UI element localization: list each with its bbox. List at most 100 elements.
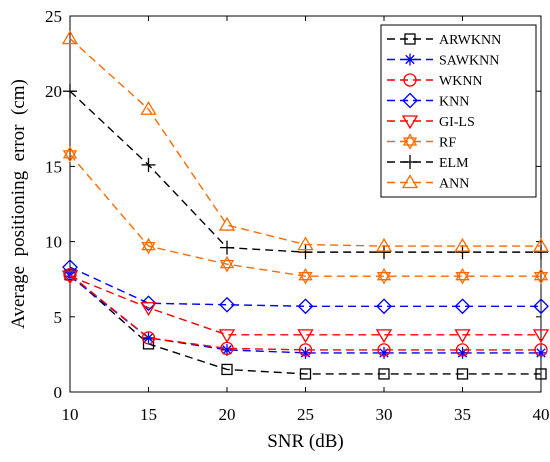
data-point-knn bbox=[219, 296, 235, 313]
legend-marker bbox=[402, 92, 418, 109]
data-point-rf bbox=[455, 267, 470, 285]
series-rf bbox=[62, 146, 549, 285]
data-point-knn bbox=[297, 298, 314, 315]
data-point-arwknn bbox=[535, 368, 547, 380]
series-line-ann bbox=[69, 38, 541, 247]
series-line-arwknn bbox=[69, 274, 541, 375]
series-layer bbox=[61, 30, 550, 380]
series-knn bbox=[62, 259, 549, 315]
x-axis-label: SNR (dB) bbox=[267, 431, 344, 452]
axis-ticks: 10 15 20 25 30 35 40 0 5 10 15 20 25 bbox=[45, 7, 550, 424]
series-gi-ls bbox=[61, 270, 550, 344]
legend-entry-sawknn: SAWKNN bbox=[387, 53, 499, 69]
legend-entry-gi-ls: GI-LS bbox=[387, 115, 475, 130]
legend-label: KNN bbox=[439, 95, 469, 110]
y-axis-label: Average positioning error (cm) bbox=[8, 79, 29, 329]
data-point-sawknn bbox=[535, 346, 547, 359]
data-point-elm bbox=[141, 157, 156, 172]
x-tick-label: 35 bbox=[454, 405, 471, 424]
data-point-wknn bbox=[63, 268, 77, 282]
data-point-knn bbox=[376, 298, 392, 315]
data-point-rf bbox=[376, 267, 392, 285]
legend-label: ARWKNN bbox=[439, 33, 501, 48]
legend-label: ANN bbox=[439, 177, 469, 192]
legend-marker bbox=[403, 155, 417, 169]
data-point-knn bbox=[140, 295, 157, 312]
series-elm bbox=[63, 84, 548, 260]
data-point-rf bbox=[62, 146, 78, 163]
y-tick-label: 0 bbox=[54, 383, 63, 402]
series-line-wknn bbox=[69, 274, 541, 351]
data-point-rf bbox=[141, 237, 156, 255]
legend-label: RF bbox=[439, 136, 456, 151]
data-point-arwknn bbox=[378, 368, 390, 380]
x-tick-label: 15 bbox=[140, 405, 157, 424]
data-point-ann bbox=[454, 237, 471, 252]
series-line-rf bbox=[69, 153, 541, 277]
legend-label: WKNN bbox=[439, 74, 483, 89]
data-point-ann bbox=[140, 100, 157, 115]
data-point-gi-ls bbox=[61, 270, 79, 285]
data-point-sawknn bbox=[221, 343, 233, 356]
data-point-gi-ls bbox=[218, 329, 236, 344]
x-tick-label: 10 bbox=[62, 405, 79, 424]
data-point-rf bbox=[219, 255, 235, 273]
y-tick-label: 10 bbox=[45, 233, 62, 252]
legend-label: SAWKNN bbox=[439, 54, 499, 69]
legend-label: ELM bbox=[439, 156, 469, 171]
legend-marker bbox=[401, 174, 419, 189]
data-point-sawknn bbox=[378, 346, 390, 359]
y-tick-label: 25 bbox=[45, 7, 62, 26]
series-ann bbox=[61, 30, 550, 252]
data-point-ann bbox=[297, 236, 314, 251]
data-point-rf bbox=[298, 267, 313, 285]
legend-box bbox=[380, 24, 537, 198]
data-point-elm bbox=[534, 245, 548, 260]
data-point-knn bbox=[454, 298, 471, 315]
data-point-wknn bbox=[377, 343, 391, 357]
legend-marker bbox=[402, 133, 418, 150]
data-point-gi-ls bbox=[140, 302, 157, 317]
data-point-elm bbox=[298, 245, 313, 260]
data-point-sawknn bbox=[456, 346, 469, 359]
data-point-wknn bbox=[298, 343, 313, 357]
data-point-elm bbox=[455, 245, 470, 260]
data-point-wknn bbox=[141, 331, 156, 345]
data-point-gi-ls bbox=[375, 329, 393, 344]
x-tick-label: 20 bbox=[219, 405, 236, 424]
legend-entry-wknn: WKNN bbox=[387, 73, 483, 89]
data-point-ann bbox=[61, 30, 79, 45]
legend-marker bbox=[404, 53, 416, 66]
legend-marker bbox=[403, 73, 417, 87]
x-tick-label: 30 bbox=[376, 405, 393, 424]
data-point-knn bbox=[62, 259, 78, 276]
data-point-knn bbox=[533, 298, 549, 315]
data-point-rf bbox=[533, 267, 549, 285]
legend: ARWKNN SAWKNN WKNN KNN GI-LS RF ELM ANN bbox=[380, 24, 537, 198]
data-point-ann bbox=[218, 216, 236, 231]
data-point-ann bbox=[375, 237, 393, 252]
data-point-sawknn bbox=[299, 346, 312, 359]
data-point-wknn bbox=[534, 343, 548, 357]
data-point-ann bbox=[532, 237, 550, 252]
x-tick-label: 25 bbox=[297, 405, 314, 424]
legend-entry-arwknn: ARWKNN bbox=[387, 33, 501, 48]
data-point-arwknn bbox=[299, 368, 312, 380]
legend-marker bbox=[401, 115, 419, 130]
data-point-gi-ls bbox=[454, 329, 471, 344]
x-tick-label: 40 bbox=[533, 405, 550, 424]
legend-label: GI-LS bbox=[439, 115, 475, 130]
series-line-gi-ls bbox=[69, 275, 541, 336]
legend-entry-rf: RF bbox=[387, 133, 456, 151]
data-point-gi-ls bbox=[532, 329, 550, 344]
legend-entry-ann: ANN bbox=[387, 174, 469, 192]
data-point-elm bbox=[377, 245, 391, 260]
data-point-arwknn bbox=[456, 368, 469, 380]
data-point-elm bbox=[220, 240, 234, 255]
series-arwknn bbox=[64, 269, 547, 380]
y-tick-label: 15 bbox=[45, 157, 62, 176]
data-point-arwknn bbox=[221, 363, 233, 376]
legend-entry-knn: KNN bbox=[387, 92, 469, 110]
data-point-gi-ls bbox=[297, 329, 314, 344]
